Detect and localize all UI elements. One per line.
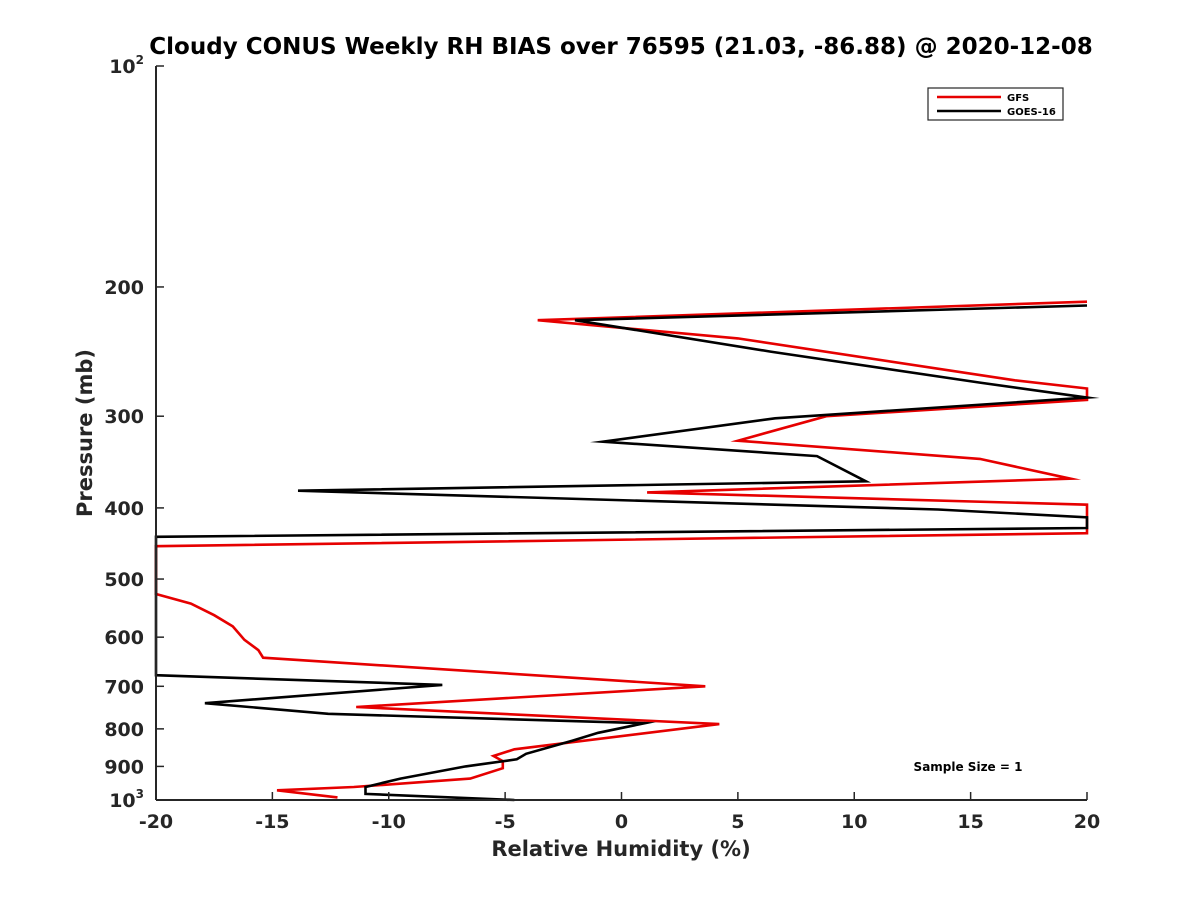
y-axis-label: Pressure (mb)	[73, 349, 97, 517]
x-tick-label: -5	[495, 811, 516, 833]
legend-label-goes16: GOES-16	[1007, 107, 1056, 118]
chart-title: Cloudy CONUS Weekly RH BIAS over 76595 (…	[149, 34, 1092, 60]
x-axis-label: Relative Humidity (%)	[491, 837, 750, 861]
y-tick-label: 200	[104, 277, 144, 299]
series-line-goes-16	[154, 304, 1100, 802]
y-tick-label: 900	[104, 756, 144, 778]
y-tick-label: 103	[109, 787, 144, 812]
y-tick-label-exponent: 3	[136, 787, 144, 801]
sample-size-annotation: Sample Size = 1	[914, 760, 1023, 774]
x-tick-label: 20	[1074, 811, 1100, 833]
y-tick-label: 300	[104, 406, 144, 428]
x-tick-label: -15	[255, 811, 289, 833]
y-tick-label: 102	[109, 53, 144, 78]
y-tick-label: 600	[104, 627, 144, 649]
y-tick-label-exponent: 2	[136, 53, 144, 67]
y-tick-label: 500	[104, 569, 144, 591]
x-tick-label: -10	[372, 811, 406, 833]
legend-label-gfs: GFS	[1007, 93, 1029, 104]
x-ticks: -20 -15 -10 -5 0 5 10 15 20	[139, 792, 1100, 833]
x-tick-label: 10	[841, 811, 867, 833]
y-tick-label-base: 10	[109, 790, 135, 812]
legend: GFS GOES-16	[927, 87, 1064, 121]
y-tick-label: 400	[104, 498, 144, 520]
axes-layer	[155, 66, 1087, 801]
x-tick-label: 5	[731, 811, 744, 833]
x-tick-label: 0	[615, 811, 628, 833]
y-tick-label: 800	[104, 719, 144, 741]
y-tick-label-base: 10	[109, 56, 135, 78]
legend-box	[927, 87, 1064, 121]
x-tick-label: 15	[957, 811, 983, 833]
series-layer	[154, 300, 1100, 802]
y-tick-label: 700	[104, 676, 144, 698]
x-tick-label: -20	[139, 811, 173, 833]
